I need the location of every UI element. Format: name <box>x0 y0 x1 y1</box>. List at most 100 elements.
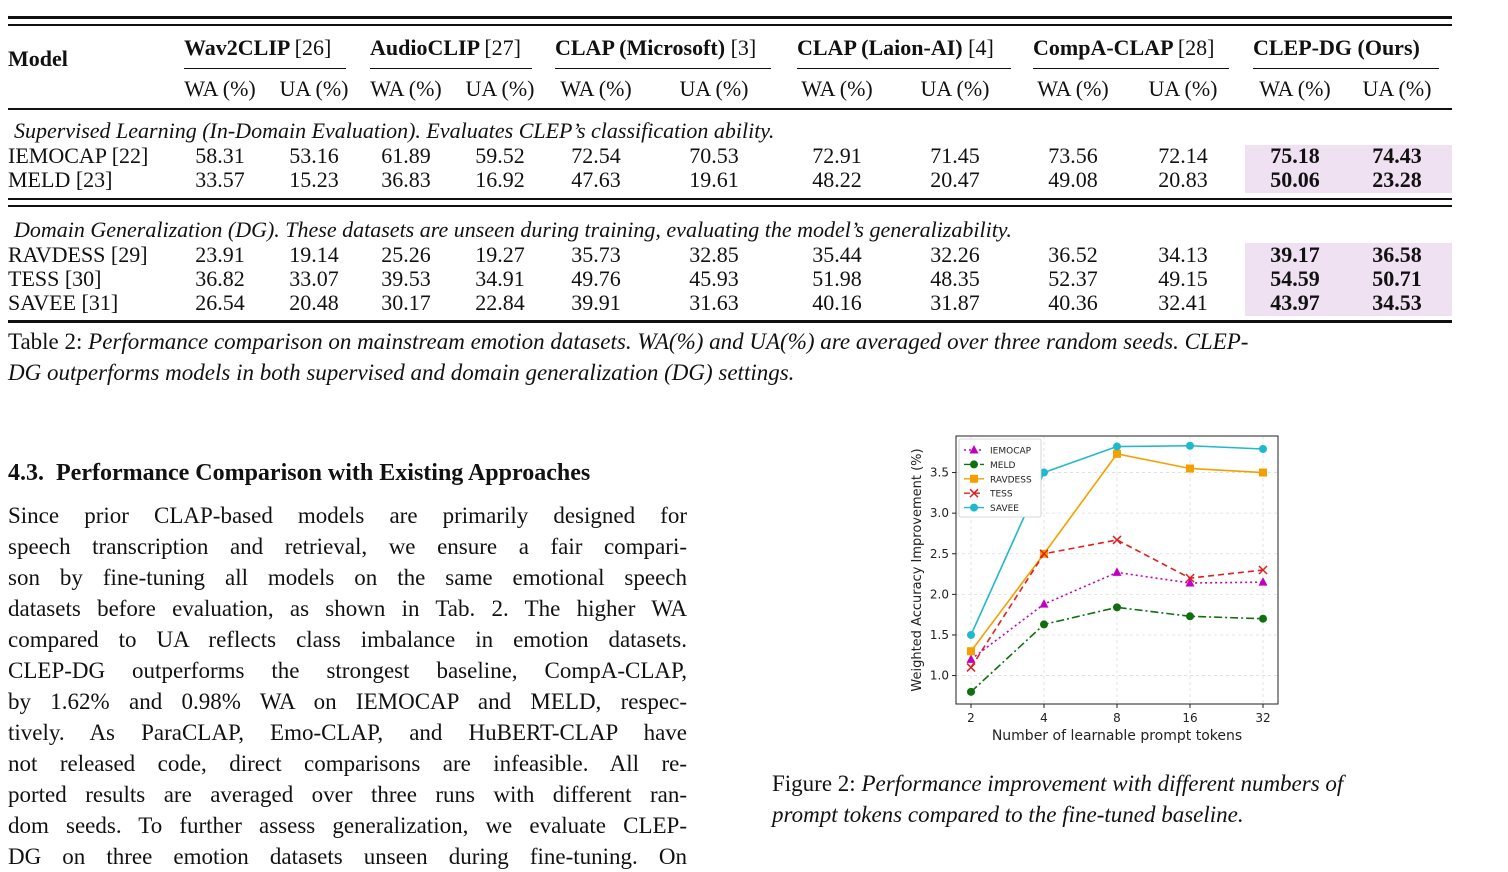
data-point-savee <box>1259 444 1267 453</box>
section-divider-rule-2 <box>8 205 1452 207</box>
table-cell: 39.53 <box>381 266 431 291</box>
table-caption: Table 2: Performance comparison on mains… <box>8 326 1456 388</box>
data-point-savee <box>1040 468 1048 477</box>
wa-subheader: WA (%) <box>184 76 256 101</box>
table-cell: 20.48 <box>289 290 339 315</box>
x-tick-label: 16 <box>1182 711 1197 725</box>
y-tick-label: 3.0 <box>930 506 949 520</box>
data-point-meld <box>967 687 975 696</box>
legend-box <box>958 438 1042 518</box>
data-point-ravdess <box>1259 468 1267 477</box>
section-heading: 4.3. Performance Comparison with Existin… <box>8 460 590 487</box>
table-bottom-rule <box>8 320 1452 323</box>
group-header-wav2clip: Wav2CLIP [26] <box>184 35 332 60</box>
table-cell: 54.59 <box>1270 266 1320 291</box>
group-underline <box>370 68 532 69</box>
table-cell: 72.91 <box>812 143 862 168</box>
data-point-meld <box>1186 612 1194 621</box>
legend-marker <box>969 445 979 454</box>
paragraph-line: ported results are averaged over three r… <box>8 782 687 807</box>
table-caption-text-2: DG outperforms models in both supervised… <box>8 360 795 385</box>
table-cell: 71.45 <box>930 143 980 168</box>
table-cell: 40.16 <box>812 290 862 315</box>
prompt-token-chart: 1.0 1.5 2.0 2.5 3.0 3.5 2 4 8 16 32 Number of learn… <box>910 435 1279 744</box>
table-cell: 34.53 <box>1372 290 1422 315</box>
table-cell: 50.71 <box>1372 266 1422 291</box>
data-point-tess <box>1112 535 1122 545</box>
table-cell: 39.91 <box>571 290 621 315</box>
paragraph-line: son by fine-tuning all models on the sam… <box>8 565 687 590</box>
table-cell: 49.76 <box>571 266 621 291</box>
legend-label-iemocap: IEMOCAP <box>990 447 1032 457</box>
table-cell: 49.15 <box>1158 266 1208 291</box>
table-cell: 32.26 <box>930 242 980 267</box>
group-underline <box>184 68 346 69</box>
table-cell: 32.85 <box>689 242 739 267</box>
table-cell: 25.26 <box>381 242 431 267</box>
section-title-supervised: Supervised Learning (In-Domain Evaluatio… <box>14 118 775 143</box>
table-cell: 34.91 <box>475 266 525 291</box>
highlight-ours-section2 <box>1245 243 1452 316</box>
data-point-tess <box>1039 549 1049 559</box>
table-cell: 58.31 <box>195 143 245 168</box>
legend-label-tess: TESS <box>989 490 1013 500</box>
paragraph-line: compared to UA reflects class imbalance … <box>8 627 687 652</box>
row-label: TESS [30] <box>8 266 102 291</box>
group-header-clep-dg: CLEP-DG (Ours) <box>1253 35 1420 60</box>
wa-subheader: WA (%) <box>801 76 873 101</box>
figure-caption: Figure 2: Performance improvement with d… <box>772 768 1472 830</box>
data-point-meld <box>1259 614 1267 623</box>
table-cell: 33.57 <box>195 167 245 192</box>
table-cell: 53.16 <box>289 143 339 168</box>
section-title: Performance Comparison with Existing App… <box>56 460 591 486</box>
table-cell: 32.41 <box>1158 290 1208 315</box>
table-caption-label: Table 2: <box>8 329 83 354</box>
row-label: MELD [23] <box>8 167 113 192</box>
table-cell: 52.37 <box>1048 266 1098 291</box>
table-cell: 19.61 <box>689 167 739 192</box>
paragraph-line: not released code, direct comparisons ar… <box>8 751 687 776</box>
table-cell: 20.83 <box>1158 167 1208 192</box>
table-cell: 74.43 <box>1372 143 1422 168</box>
x-tick-label: 2 <box>967 711 975 725</box>
ua-subheader: UA (%) <box>279 76 349 101</box>
group-header-compa-clap: CompA-CLAP [28] <box>1033 35 1215 60</box>
table-cell: 35.73 <box>571 242 621 267</box>
legend-label-meld: MELD <box>990 461 1015 471</box>
figure-caption-text-2: prompt tokens compared to the fine-tuned… <box>772 802 1244 827</box>
table-cell: 47.63 <box>571 167 621 192</box>
table-cell: 50.06 <box>1270 167 1320 192</box>
y-tick-label: 1.0 <box>930 669 949 683</box>
table-cell: 72.14 <box>1158 143 1208 168</box>
ua-subheader: UA (%) <box>1148 76 1218 101</box>
group-underline <box>1033 68 1229 69</box>
table-cell: 30.17 <box>381 290 431 315</box>
group-underline <box>1253 68 1439 69</box>
table-cell: 35.44 <box>812 242 862 267</box>
x-axis-label: Number of learnable prompt tokens <box>992 728 1242 744</box>
data-point-ravdess <box>1186 464 1194 473</box>
table-top-rule-2 <box>8 24 1452 26</box>
data-point-meld <box>1113 603 1121 612</box>
y-tick-label: 1.5 <box>930 628 949 642</box>
x-tick-label: 32 <box>1255 711 1270 725</box>
section-number: 4.3. <box>8 460 44 486</box>
y-axis-label: Weighted Accuracy Improvement (%) <box>910 448 925 691</box>
table-cell: 26.54 <box>195 290 245 315</box>
paragraph-line: speech transcription and retrieval, we e… <box>8 534 687 559</box>
table-cell: 40.36 <box>1048 290 1098 315</box>
table-cell: 19.27 <box>475 242 525 267</box>
plot-frame <box>955 435 1279 705</box>
paragraph-line: dom seeds. To further assess generalizat… <box>8 813 687 838</box>
table-cell: 33.07 <box>289 266 339 291</box>
figure-caption-text-1: Performance improvement with different n… <box>861 771 1344 796</box>
table-cell: 36.83 <box>381 167 431 192</box>
legend-label-savee: SAVEE <box>990 504 1019 514</box>
model-header: Model <box>8 46 68 71</box>
body-paragraph: Since prior CLAP-based models are primar… <box>8 500 687 872</box>
legend-label-ravdess: RAVDESS <box>990 475 1032 485</box>
paragraph-line: by 1.62% and 0.98% WA on IEMOCAP and MEL… <box>8 689 687 714</box>
row-label: RAVDESS [29] <box>8 242 148 267</box>
table-cell: 72.54 <box>571 143 621 168</box>
ua-subheader: UA (%) <box>465 76 535 101</box>
